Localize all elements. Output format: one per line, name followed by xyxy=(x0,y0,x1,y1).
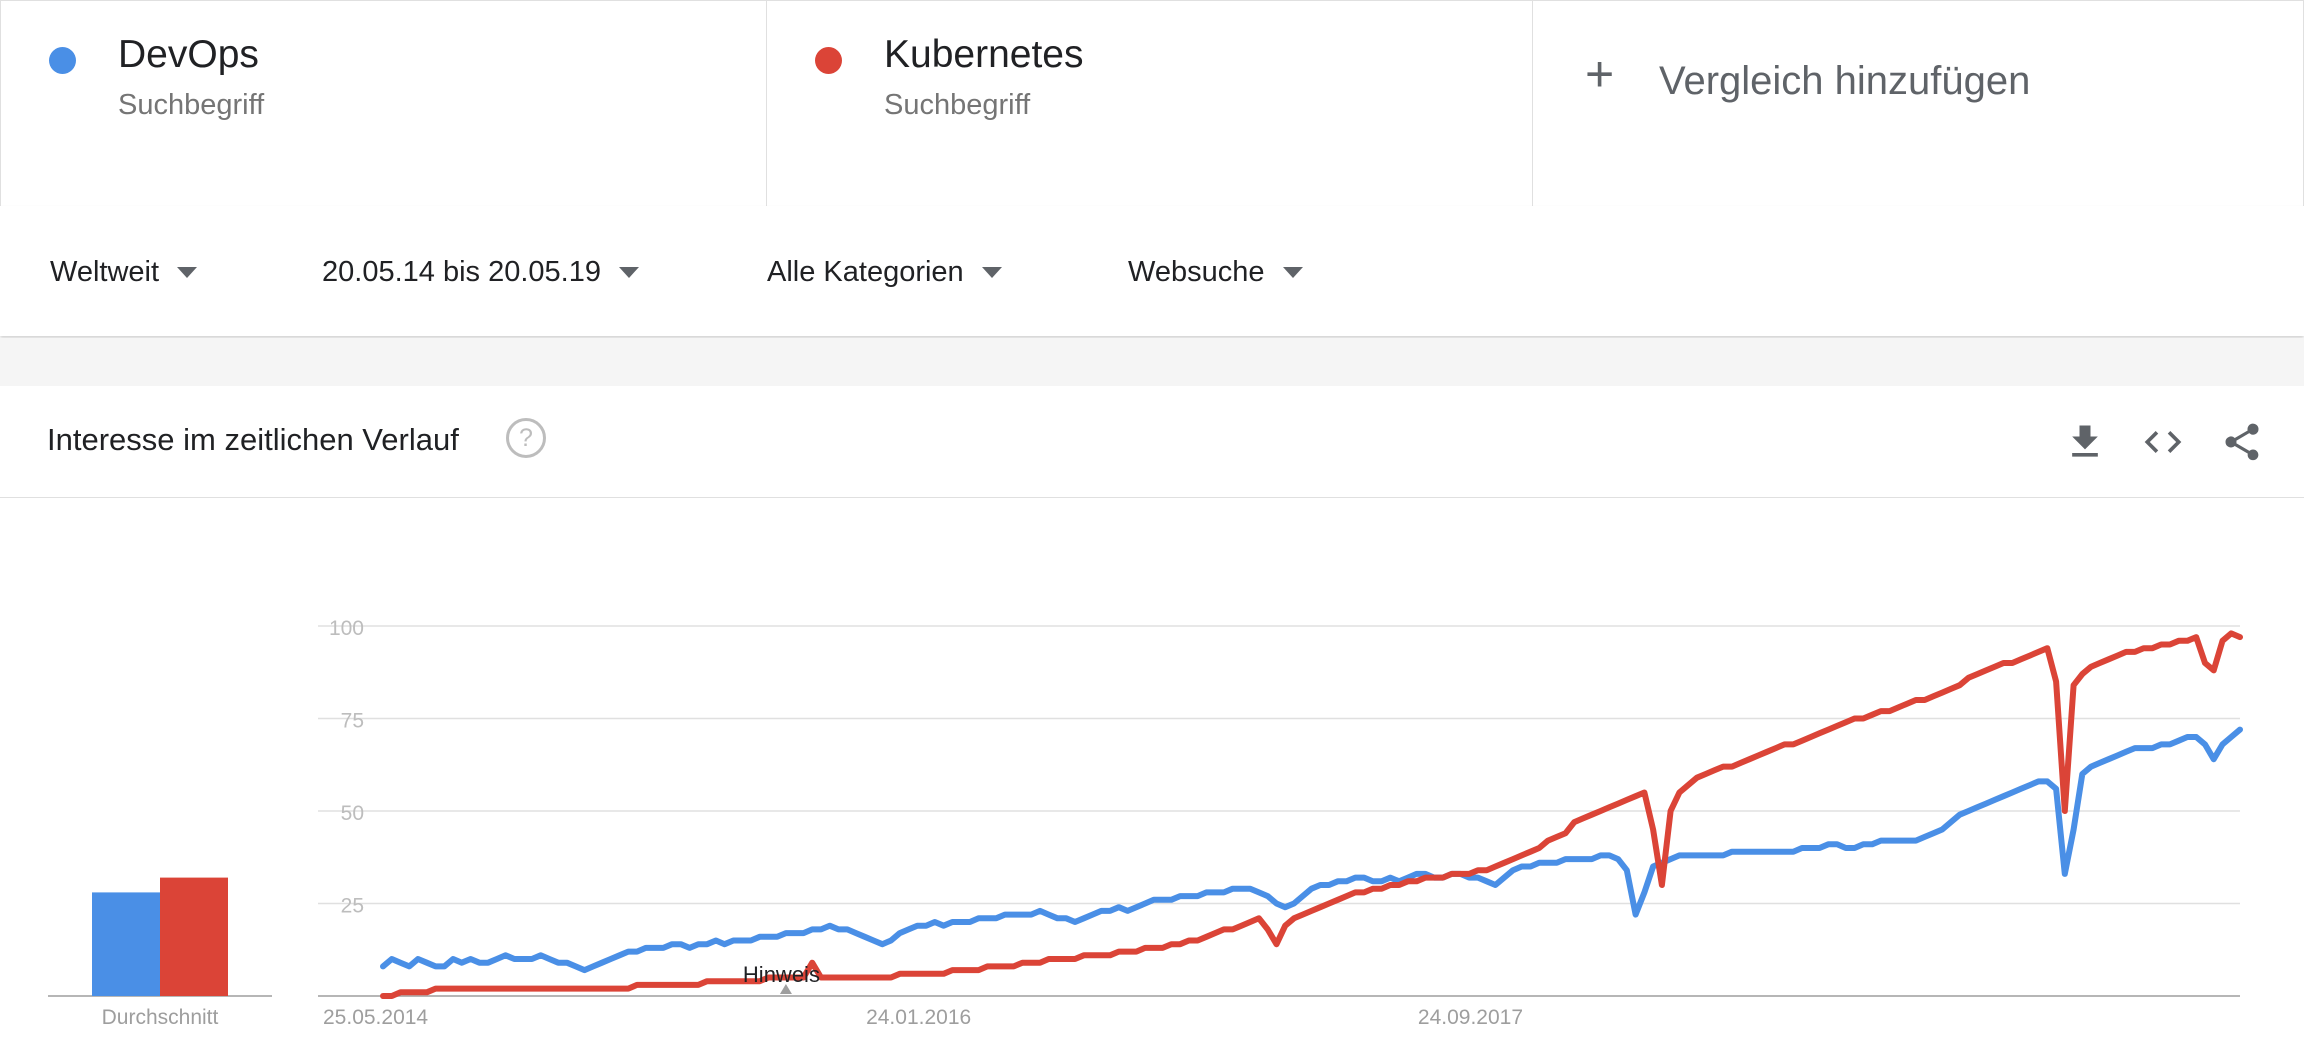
term-name[interactable]: Kubernetes xyxy=(884,33,1084,76)
y-tick-label: 50 xyxy=(341,802,364,825)
series-line-kubernetes xyxy=(380,630,2243,999)
add-comparison-button[interactable]: + Vergleich hinzufügen xyxy=(1533,1,2303,206)
search-type-value: Websuche xyxy=(1128,256,1265,288)
interest-chart: 25 50 75 100 Durchschnitt 25.05.2014 24.01.201… xyxy=(48,617,2243,1029)
average-bar xyxy=(92,892,160,996)
series-line-devops xyxy=(380,726,2243,974)
average-bar xyxy=(160,877,228,996)
caret-down-icon xyxy=(177,267,198,278)
x-tick-label: 25.05.2014 xyxy=(323,1006,428,1029)
term-card-kubernetes[interactable]: Kubernetes Suchbegriff xyxy=(767,1,1533,206)
embed-code-icon[interactable] xyxy=(2141,420,2185,464)
y-tick-label: 100 xyxy=(329,617,364,640)
series-color-dot xyxy=(49,47,76,74)
term-name[interactable]: DevOps xyxy=(118,33,259,76)
x-tick-label: 24.01.2016 xyxy=(866,1006,971,1029)
category-value: Alle Kategorien xyxy=(767,256,964,288)
category-dropdown[interactable]: Alle Kategorien xyxy=(767,256,1002,289)
region-value: Weltweit xyxy=(50,256,160,288)
caret-down-icon xyxy=(1282,267,1303,278)
annotation-marker xyxy=(779,984,792,994)
add-comparison-label[interactable]: Vergleich hinzufügen xyxy=(1659,59,2031,103)
section-gap xyxy=(0,338,2304,386)
term-type: Suchbegriff xyxy=(118,89,265,121)
term-card-devops[interactable]: DevOps Suchbegriff xyxy=(1,1,767,206)
help-icon[interactable]: ? xyxy=(506,418,546,458)
card-divider xyxy=(0,497,2304,498)
plus-icon[interactable]: + xyxy=(1585,46,1615,102)
share-icon[interactable] xyxy=(2220,420,2264,464)
term-type: Suchbegriff xyxy=(884,89,1031,121)
y-tick-label: 75 xyxy=(341,710,364,733)
timerange-dropdown[interactable]: 20.05.14 bis 20.05.19 xyxy=(322,256,639,289)
series-color-dot xyxy=(815,47,842,74)
annotation-label: Hinweis xyxy=(743,962,820,987)
interest-over-time-card: Interesse im zeitlichen Verlauf ? 25 50 75… xyxy=(0,386,2304,1060)
download-icon[interactable] xyxy=(2063,420,2107,464)
timerange-value: 20.05.14 bis 20.05.19 xyxy=(322,256,601,288)
card-title: Interesse im zeitlichen Verlauf xyxy=(47,422,459,457)
x-tick-label: 24.09.2017 xyxy=(1418,1006,1523,1029)
y-tick-label: 25 xyxy=(341,895,364,918)
caret-down-icon xyxy=(618,267,639,278)
filter-bar: Weltweit 20.05.14 bis 20.05.19 Alle Kate… xyxy=(0,206,2304,336)
comparison-bar: DevOps Suchbegriff Kubernetes Suchbegrif… xyxy=(0,0,2304,207)
caret-down-icon xyxy=(981,267,1002,278)
region-dropdown[interactable]: Weltweit xyxy=(50,256,198,289)
average-label: Durchschnitt xyxy=(102,1006,219,1029)
search-type-dropdown[interactable]: Websuche xyxy=(1128,256,1303,289)
